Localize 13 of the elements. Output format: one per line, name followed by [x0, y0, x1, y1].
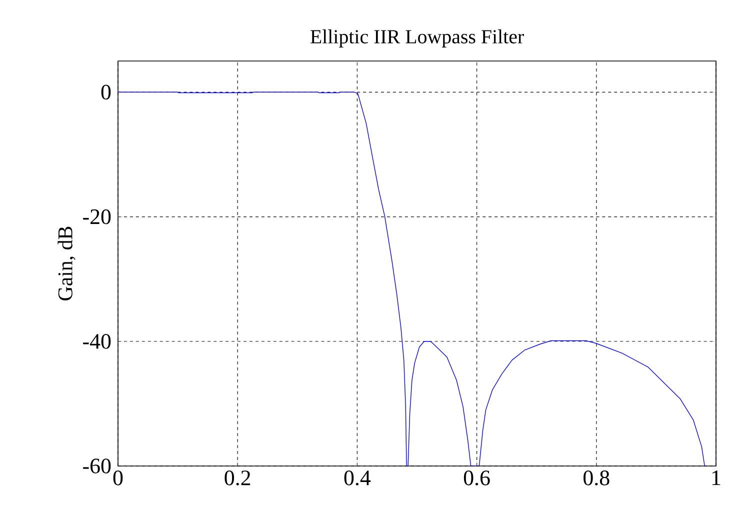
x-tick-label: 0.4	[344, 470, 371, 486]
y-axis-title: Gain, dB	[58, 226, 76, 300]
x-tick-label: 0.2	[224, 470, 250, 486]
y-tick-label: 0	[101, 84, 111, 100]
line-series	[118, 92, 705, 466]
y-tick-label: -60	[83, 458, 111, 474]
y-tick-label: -40	[83, 334, 111, 349]
x-tick-label: 0.8	[584, 470, 610, 486]
y-tick-label: -20	[83, 209, 111, 224]
x-tick-label: 1	[712, 470, 720, 485]
chart-title: Elliptic IIR Lowpass Filter	[310, 29, 524, 48]
x-tick-label: 0	[113, 470, 123, 486]
x-tick-label: 0.6	[464, 470, 490, 486]
